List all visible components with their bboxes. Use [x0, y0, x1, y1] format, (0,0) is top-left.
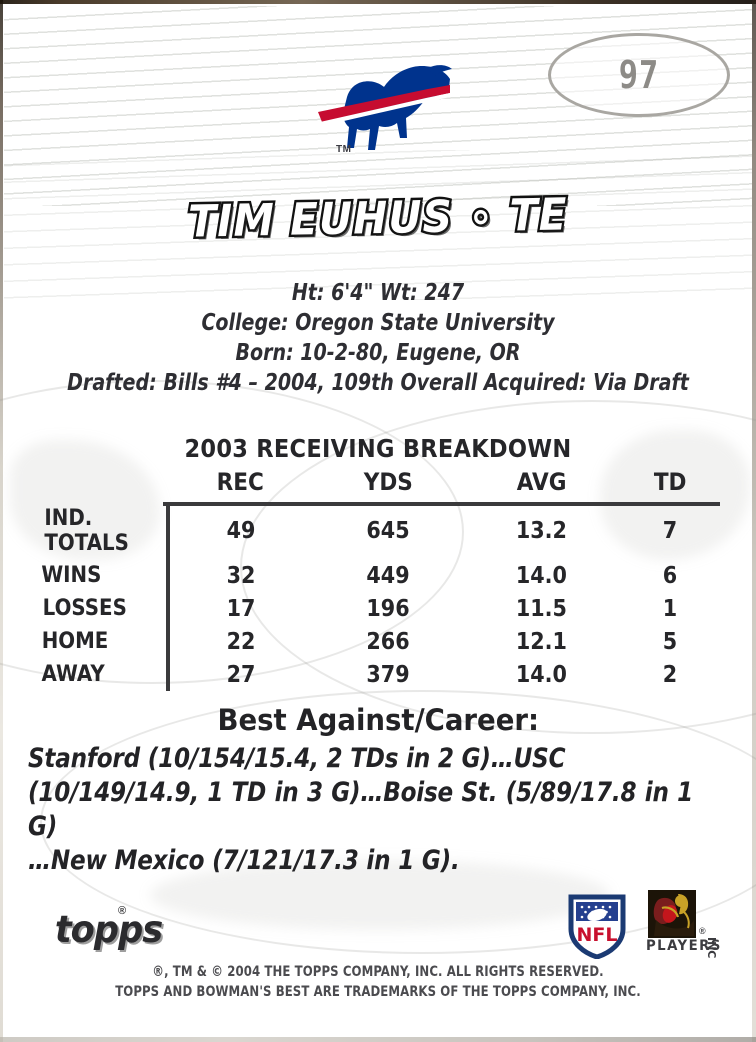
table-row: WINS 32 449 14.0 6 — [36, 559, 720, 592]
best-against-body: Stanford (10/154/15.4, 2 TDs in 2 G)…USC… — [28, 742, 728, 878]
stats-cell-yds: 266 — [366, 628, 410, 655]
best-against-title: Best Against/Career: — [0, 703, 756, 737]
stats-cell-rec: 49 — [166, 503, 313, 559]
stats-header-row: REC YDS AVG TD — [36, 468, 720, 503]
table-row: LOSSES 17 196 11.5 1 — [36, 592, 720, 625]
stats-cell-yds: 645 — [366, 518, 410, 544]
stats-cell-avg: 13.2 — [516, 518, 568, 544]
players-inc-registered-mark: ® — [699, 926, 706, 936]
card-edge-left — [0, 0, 3, 1042]
card-edge-right — [752, 0, 756, 1042]
best-against-line-1: Stanford (10/154/15.4, 2 TDs in 2 G)…USC — [28, 743, 566, 774]
stats-col-header-yds: YDS — [363, 468, 413, 496]
buffalo-bills-logo — [300, 52, 460, 164]
stats-cell-avg: 11.5 — [516, 595, 568, 622]
stats-col-header-blank — [36, 468, 168, 503]
table-row: HOME 22 266 12.1 5 — [36, 625, 720, 658]
card-number-badge: 97 — [548, 33, 730, 117]
player-name-banner: TIM EUHUS ∘ TE — [0, 186, 756, 252]
stats-table-header-rule — [163, 502, 720, 506]
table-row: IND. TOTALS 49 645 13.2 7 — [36, 503, 720, 559]
stats-title: 2003 RECEIVING BREAKDOWN — [0, 434, 756, 463]
stats-cell-td: 5 — [662, 628, 678, 655]
stats-col-header-td: TD — [653, 468, 687, 496]
bio-line-born: Born: 10-2-80, Eugene, OR — [235, 340, 521, 366]
best-against-title-text: Best Against/Career: — [217, 703, 539, 737]
stats-cell-avg: 14.0 — [516, 661, 568, 688]
nfl-logo-text: NFL — [577, 924, 618, 946]
stats-row-label: IND. TOTALS — [44, 506, 129, 556]
stats-cell-rec: 22 — [166, 625, 313, 658]
stats-table: REC YDS AVG TD IND. TOTALS 49 645 13.2 7… — [36, 468, 720, 691]
card-number-value: 97 — [618, 53, 660, 97]
players-inc-suffix: INC — [705, 937, 718, 959]
stats-cell-rec: 27 — [166, 658, 313, 691]
stats-cell-td: 2 — [662, 661, 678, 688]
stats-cell-avg: 12.1 — [516, 628, 568, 655]
bio-line-height-weight: Ht: 6'4" Wt: 247 — [291, 280, 465, 306]
stats-cell-rec: 32 — [166, 559, 313, 592]
bio-line-college: College: Oregon State University — [201, 310, 555, 336]
nfl-shield-logo: NFL — [568, 893, 626, 960]
players-inc-wordmark: PLAYERS — [645, 938, 722, 954]
stats-row-label: AWAY — [41, 662, 105, 687]
card-edge-bottom — [0, 1037, 756, 1042]
stats-cell-yds: 449 — [366, 562, 410, 589]
stats-cell-yds: 379 — [366, 661, 410, 688]
team-logo-trademark: TM — [336, 144, 352, 155]
stats-cell-rec: 17 — [166, 592, 313, 625]
best-against-line-2: (10/149/14.9, 1 TD in 3 G)…Boise St. (5/… — [28, 777, 693, 842]
stats-row-label: LOSSES — [42, 596, 127, 621]
stats-title-text: 2003 RECEIVING BREAKDOWN — [184, 434, 572, 463]
stats-cell-td: 1 — [662, 595, 678, 622]
copyright-line-1: ®, TM & © 2004 THE TOPPS COMPANY, INC. A… — [152, 964, 604, 980]
copyright-block: ®, TM & © 2004 THE TOPPS COMPANY, INC. A… — [0, 962, 756, 1002]
stats-col-header-rec: REC — [216, 468, 265, 496]
stats-row-label: HOME — [41, 629, 109, 654]
stats-cell-yds: 196 — [366, 595, 410, 622]
stats-cell-td: 7 — [662, 518, 678, 544]
topps-logo: topps — [52, 907, 164, 954]
card-edge-top — [0, 0, 756, 4]
player-name-text: TIM EUHUS ∘ TE — [186, 187, 571, 250]
copyright-line-2: TOPPS AND BOWMAN'S BEST ARE TRADEMARKS O… — [115, 984, 641, 1000]
bio-line-drafted-acquired: Drafted: Bills #4 – 2004, 109th Overall … — [67, 370, 689, 396]
player-bio: Ht: 6'4" Wt: 247 College: Oregon State U… — [0, 278, 756, 398]
topps-registered-mark: ® — [118, 905, 127, 917]
stats-row-label: WINS — [41, 563, 102, 588]
table-row: AWAY 27 379 14.0 2 — [36, 658, 720, 691]
stats-col-header-avg: AVG — [516, 468, 567, 496]
best-against-line-3: …New Mexico (7/121/17.3 in 1 G). — [28, 845, 460, 876]
topps-logo-text: topps — [53, 907, 164, 953]
stats-cell-avg: 14.0 — [516, 562, 568, 589]
players-inc-emblem — [648, 890, 696, 938]
stats-cell-td: 6 — [662, 562, 678, 589]
players-inc-logo: ® PLAYERS INC — [644, 890, 722, 958]
